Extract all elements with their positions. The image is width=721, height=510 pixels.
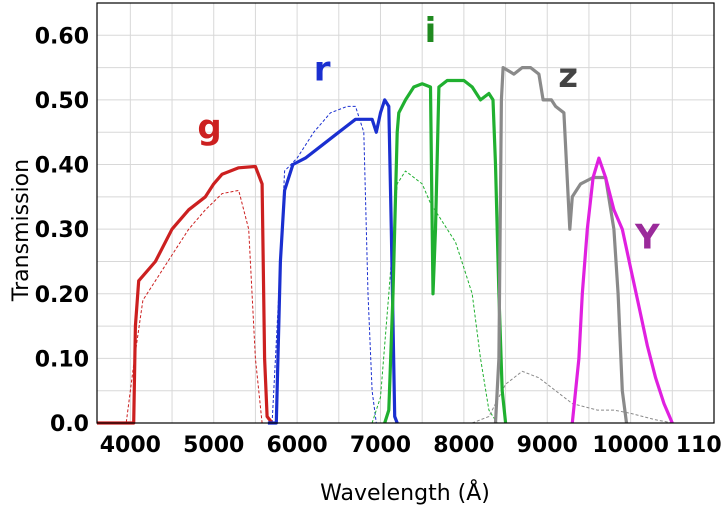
- grid-lines: [97, 3, 714, 423]
- x-tick-label: 7000: [350, 433, 411, 458]
- x-tick-label: 11000: [676, 433, 721, 458]
- plot-frame: [96, 2, 715, 424]
- series-i-solid-line: [383, 78, 508, 424]
- x-tick-labels: 4000 5000 6000 7000 8000 9000 10000 11000: [100, 433, 721, 458]
- x-tick-label: 8000: [433, 433, 494, 458]
- x-axis-title: Wavelength (Å): [320, 479, 490, 506]
- y-tick-label: 0.60: [35, 24, 89, 49]
- band-label-r: r: [314, 50, 331, 90]
- y-tick-label: 0.10: [35, 347, 89, 372]
- band-labels: g r i z Y: [197, 11, 660, 258]
- x-tick-label: 4000: [100, 433, 161, 458]
- y-tick-label: 0.30: [35, 218, 89, 243]
- series-g-solid-line: [97, 164, 274, 425]
- y-tick-label: 0.50: [35, 89, 89, 114]
- x-tick-label: 5000: [183, 433, 244, 458]
- series-Y-solid-line: [570, 156, 674, 424]
- series-g-dashed-line: [97, 189, 714, 424]
- x-tick-label: 6000: [266, 433, 327, 458]
- band-label-Y: Y: [634, 218, 660, 258]
- y-tick-label: 0.40: [35, 154, 89, 179]
- series-z-solid-line: [493, 66, 629, 424]
- series-lines: [97, 66, 714, 425]
- series-r-solid-line: [267, 98, 399, 425]
- band-label-z: z: [558, 56, 578, 96]
- band-label-i: i: [425, 11, 437, 51]
- y-tick-labels: 0.0 0.10 0.20 0.30 0.40 0.50 0.60: [35, 24, 89, 437]
- band-label-g: g: [197, 108, 221, 148]
- x-tick-label: 10000: [592, 433, 669, 458]
- y-tick-label: 0.0: [50, 412, 89, 437]
- y-axis-title: Transmission: [9, 159, 34, 302]
- y-tick-label: 0.20: [35, 283, 89, 308]
- x-tick-label: 9000: [517, 433, 578, 458]
- series-r-dashed-line: [271, 105, 377, 424]
